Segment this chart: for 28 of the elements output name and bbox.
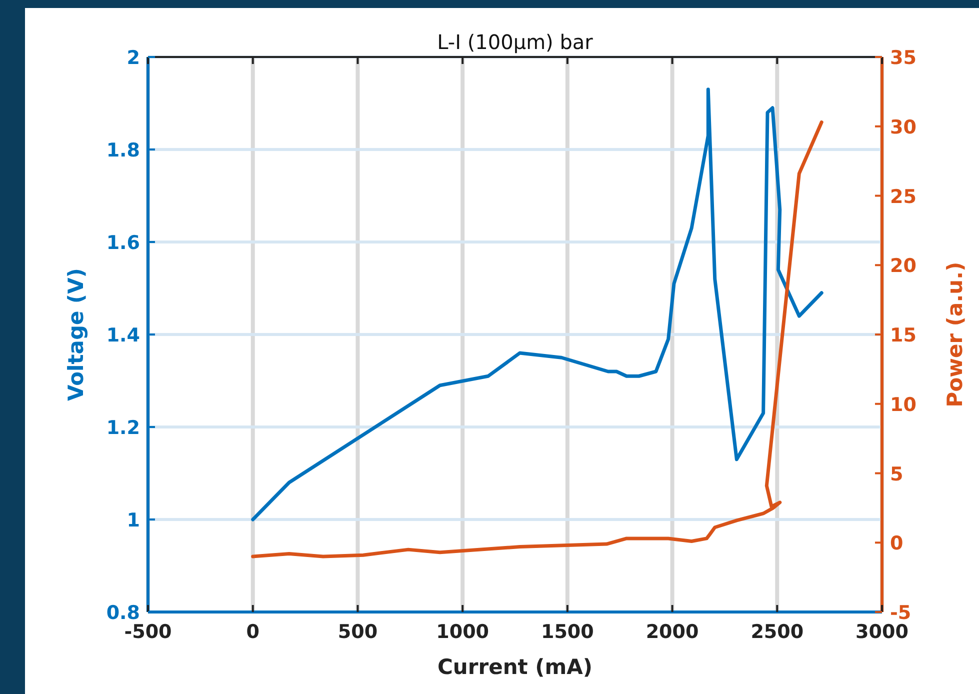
y-tick-label: 1.4 [106, 324, 140, 346]
y2-tick-label: 5 [890, 463, 904, 486]
y2-tick-label: 35 [890, 47, 916, 69]
x-tick-label: 1500 [540, 621, 594, 643]
x-tick-label: -500 [124, 621, 172, 643]
y2-tick-label: 15 [890, 324, 916, 346]
chart-title: L-I (100µm) bar [437, 30, 594, 54]
y-tick-label: 0.8 [106, 602, 140, 624]
y2-tick-label: 25 [890, 186, 916, 208]
y-tick-label: 1.6 [106, 232, 140, 254]
y-tick-label: 1.8 [106, 140, 140, 162]
y-tick-label: 1.2 [106, 417, 140, 439]
y2-tick-label: -5 [890, 602, 912, 624]
y-tick-label: 1 [126, 510, 140, 532]
y-axis-title: Voltage (V) [64, 268, 88, 401]
x-tick-label: 1000 [436, 621, 490, 643]
x-tick-label: 0 [246, 621, 260, 643]
x-tick-label: 3000 [856, 621, 908, 643]
y2-tick-label: 10 [890, 394, 916, 416]
x-tick-label: 2500 [750, 621, 804, 643]
y2-tick-label: 0 [890, 532, 904, 555]
x-tick-label: 500 [338, 621, 378, 643]
x-tick-label: 2000 [646, 621, 699, 643]
y-tick-label: 2 [126, 47, 140, 69]
x-axis-title: Current (mA) [438, 655, 592, 679]
y2-tick-label: 30 [890, 116, 916, 138]
y2-tick-label: 20 [890, 255, 916, 278]
y2-axis-title: Power (a.u.) [943, 262, 967, 408]
